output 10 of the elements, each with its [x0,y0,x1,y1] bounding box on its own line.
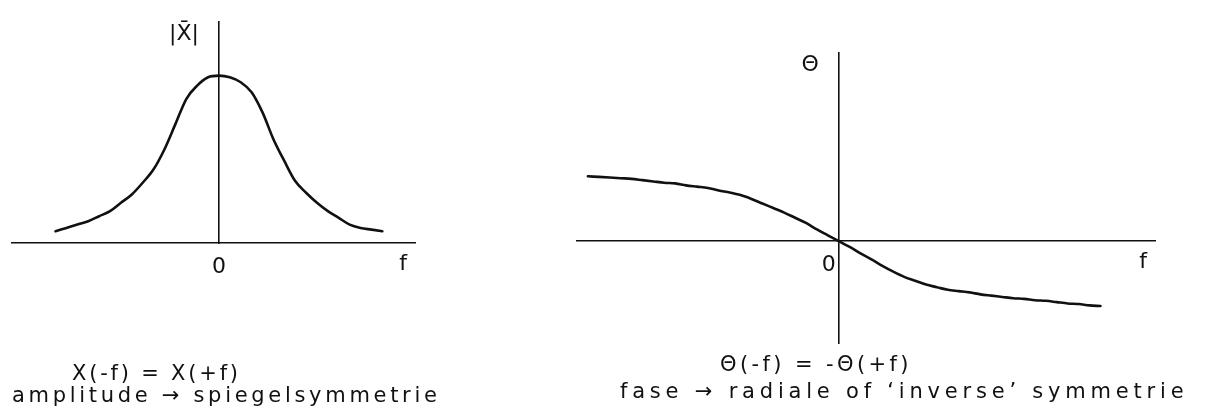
x-axis-title: f [399,249,409,275]
annotation: 0 [821,250,836,276]
text: fase → radiale of ‘inverse’ symmetrie [620,379,1189,403]
text: Θ(-f) = -Θ(+f) [720,352,912,376]
x-axis-title: f [1139,247,1149,273]
text: amplitude → spiegelsymmetrie [12,383,441,407]
y-axis-title: |X̄| [169,19,199,46]
text: X(-f) = X(+f) [72,361,241,385]
text: 0 [211,252,226,278]
y-axis-title: Θ [801,50,819,76]
